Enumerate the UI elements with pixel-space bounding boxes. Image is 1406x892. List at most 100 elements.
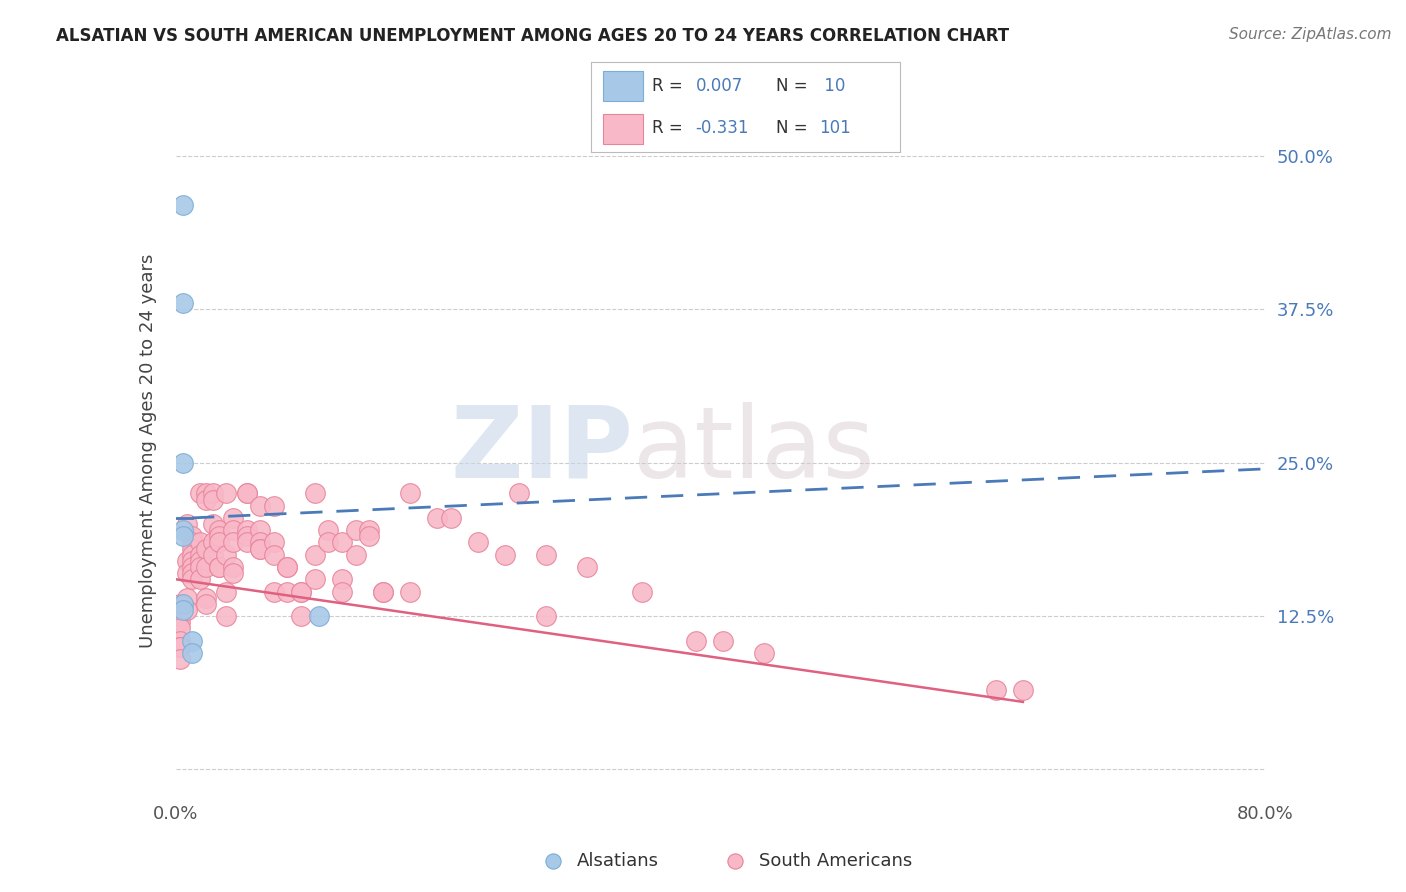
Point (330, 584, 353, 599)
Point (169, 640, 191, 654)
Point (576, 560, 599, 574)
Point (172, 198, 194, 212)
Point (249, 535, 271, 549)
Point (263, 548, 285, 562)
Point (201, 548, 224, 562)
Text: South Americans: South Americans (759, 852, 912, 871)
Point (181, 572, 204, 586)
Point (330, 535, 353, 549)
Point (371, 584, 394, 599)
Point (467, 535, 489, 549)
Point (169, 621, 191, 635)
Point (263, 535, 285, 549)
Point (194, 597, 217, 611)
Point (215, 584, 238, 599)
Point (235, 486, 257, 500)
Point (222, 511, 245, 525)
Text: Alsatians: Alsatians (578, 852, 659, 871)
Point (181, 646, 204, 660)
Point (172, 456, 194, 470)
Point (330, 572, 353, 586)
Point (984, 682, 1007, 697)
Point (249, 499, 271, 513)
Point (176, 591, 198, 605)
Point (172, 523, 194, 537)
Bar (603, 71, 643, 101)
Point (222, 560, 245, 574)
Point (188, 486, 211, 500)
Point (201, 517, 224, 532)
Point (188, 548, 211, 562)
Point (318, 535, 340, 549)
Point (399, 584, 422, 599)
Text: atlas: atlas (633, 402, 875, 499)
Point (371, 584, 394, 599)
Point (263, 584, 285, 599)
Point (169, 652, 191, 666)
Point (181, 633, 204, 648)
Point (304, 548, 326, 562)
Point (201, 535, 224, 549)
Point (235, 535, 257, 549)
Y-axis label: Unemployment Among Ages 20 to 24 years: Unemployment Among Ages 20 to 24 years (139, 253, 157, 648)
Point (169, 597, 191, 611)
Text: -0.331: -0.331 (696, 120, 749, 137)
Point (235, 486, 257, 500)
Point (1012, 682, 1035, 697)
Point (754, 646, 776, 660)
Point (176, 517, 198, 532)
Point (181, 560, 204, 574)
Point (181, 535, 204, 549)
Point (172, 296, 194, 310)
Point (318, 523, 340, 537)
Point (426, 511, 449, 525)
Point (169, 615, 191, 630)
Point (508, 486, 530, 500)
Point (188, 554, 211, 568)
Point (359, 523, 381, 537)
Point (276, 560, 298, 574)
Point (169, 640, 191, 654)
Point (176, 603, 198, 617)
Point (494, 548, 516, 562)
Point (181, 566, 204, 581)
Point (630, 584, 652, 599)
Point (208, 535, 231, 549)
Point (304, 572, 326, 586)
Point (263, 499, 285, 513)
Text: ZIP: ZIP (450, 402, 633, 499)
Point (208, 560, 231, 574)
Point (215, 609, 238, 624)
Text: ALSATIAN VS SOUTH AMERICAN UNEMPLOYMENT AMONG AGES 20 TO 24 YEARS CORRELATION CH: ALSATIAN VS SOUTH AMERICAN UNEMPLOYMENT … (56, 27, 1010, 45)
Point (541, 855, 564, 869)
Point (276, 584, 298, 599)
Point (222, 566, 245, 581)
Point (359, 529, 381, 543)
Point (534, 609, 557, 624)
Point (290, 584, 312, 599)
Point (181, 548, 204, 562)
Point (723, 855, 745, 869)
Point (344, 523, 367, 537)
Point (181, 529, 204, 543)
Point (172, 603, 194, 617)
Point (194, 492, 217, 507)
Point (169, 633, 191, 648)
Point (188, 535, 211, 549)
Point (215, 548, 238, 562)
Point (235, 523, 257, 537)
Point (304, 486, 326, 500)
Point (235, 529, 257, 543)
Point (194, 486, 217, 500)
Point (172, 597, 194, 611)
Text: 101: 101 (820, 120, 851, 137)
Point (194, 591, 217, 605)
Point (276, 560, 298, 574)
Point (222, 535, 245, 549)
Point (249, 523, 271, 537)
Text: R =: R = (652, 77, 683, 95)
Point (169, 609, 191, 624)
Point (344, 548, 367, 562)
Text: N =: N = (776, 120, 807, 137)
Point (176, 554, 198, 568)
